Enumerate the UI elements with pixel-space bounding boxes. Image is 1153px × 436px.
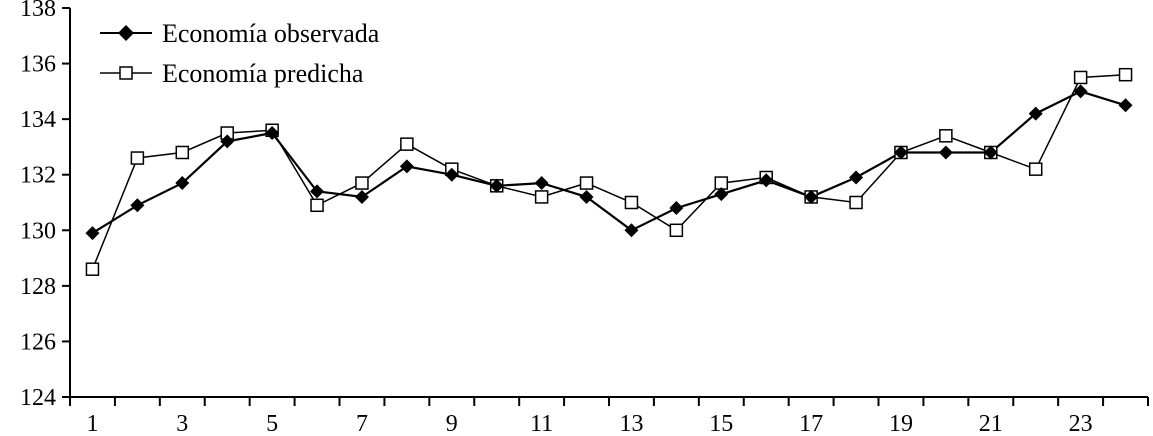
predicted-point bbox=[939, 129, 953, 143]
predicted-point bbox=[310, 198, 324, 213]
observed-point bbox=[624, 223, 639, 238]
x-tick-label: 15 bbox=[709, 411, 733, 436]
legend-label-observed: Economía observada bbox=[162, 19, 380, 48]
observed-point bbox=[893, 145, 908, 160]
x-tick-label: 21 bbox=[979, 411, 1003, 436]
x-tick-label: 13 bbox=[619, 411, 643, 436]
y-tick-label: 128 bbox=[20, 274, 56, 300]
legend: Economía observada Economía predicha bbox=[100, 19, 380, 88]
observed-point bbox=[489, 178, 504, 193]
predicted-point bbox=[1028, 162, 1043, 176]
observed-point bbox=[175, 176, 190, 191]
x-ticks: 1 3 5 7 9 11 13 15 17 19 21 23 bbox=[69, 397, 1149, 436]
predicted-point bbox=[669, 223, 684, 238]
observed-point bbox=[938, 145, 953, 160]
predicted-point bbox=[1118, 67, 1133, 82]
y-tick-label: 136 bbox=[20, 52, 56, 78]
x-tick-label: 23 bbox=[1069, 411, 1093, 436]
predicted-point bbox=[400, 137, 414, 151]
observed-point bbox=[534, 176, 549, 191]
x-tick-label: 17 bbox=[799, 411, 823, 436]
observed-point bbox=[1118, 98, 1133, 113]
predicted-point bbox=[579, 176, 594, 190]
observed-point bbox=[579, 189, 594, 204]
observed-point bbox=[130, 198, 145, 213]
series-line-predicted bbox=[91, 73, 1126, 270]
y-tick-label: 130 bbox=[20, 218, 56, 244]
y-tick-label: 126 bbox=[20, 329, 56, 355]
predicted-point bbox=[534, 190, 549, 204]
x-tick-label: 3 bbox=[176, 411, 188, 436]
legend-label-predicted: Economía predicha bbox=[162, 59, 364, 88]
predicted-point bbox=[355, 176, 369, 190]
observed-point bbox=[220, 134, 235, 149]
observed-point bbox=[265, 126, 280, 141]
observed-point bbox=[310, 184, 325, 199]
predicted-point bbox=[624, 195, 639, 210]
observed-point bbox=[399, 159, 414, 174]
x-tick-label: 7 bbox=[356, 411, 368, 436]
x-tick-label: 9 bbox=[446, 411, 458, 436]
observed-point bbox=[669, 201, 684, 216]
y-ticks: 124 126 128 130 132 134 136 138 bbox=[20, 0, 70, 411]
observed-point bbox=[714, 187, 729, 202]
observed-point bbox=[804, 189, 819, 204]
observed-point bbox=[444, 167, 459, 182]
predicted-point bbox=[1073, 70, 1088, 85]
observed-point bbox=[849, 170, 864, 185]
observed-point bbox=[85, 226, 100, 241]
y-tick-label: 124 bbox=[20, 385, 56, 411]
x-tick-label: 5 bbox=[266, 411, 278, 436]
x-tick-label: 19 bbox=[889, 411, 913, 436]
observed-point bbox=[1028, 106, 1043, 121]
observed-point bbox=[983, 145, 998, 160]
predicted-point bbox=[85, 262, 100, 276]
observed-point bbox=[759, 173, 774, 188]
series-line-observed bbox=[91, 90, 1126, 235]
y-tick-label: 132 bbox=[20, 163, 56, 189]
observed-point bbox=[1073, 84, 1088, 99]
series-layer bbox=[85, 67, 1133, 276]
legend-square-marker bbox=[119, 66, 133, 80]
x-tick-label: 11 bbox=[530, 411, 553, 436]
predicted-point bbox=[130, 151, 145, 165]
x-tick-label: 1 bbox=[86, 411, 98, 436]
predicted-point bbox=[175, 145, 190, 160]
legend-item-observed: Economía observada bbox=[100, 19, 380, 48]
y-tick-label: 134 bbox=[20, 107, 56, 133]
predicted-point bbox=[849, 195, 863, 210]
observed-point bbox=[354, 189, 369, 204]
y-tick-label: 138 bbox=[20, 0, 56, 22]
legend-diamond-marker bbox=[118, 25, 134, 41]
legend-item-predicted: Economía predicha bbox=[100, 59, 364, 88]
